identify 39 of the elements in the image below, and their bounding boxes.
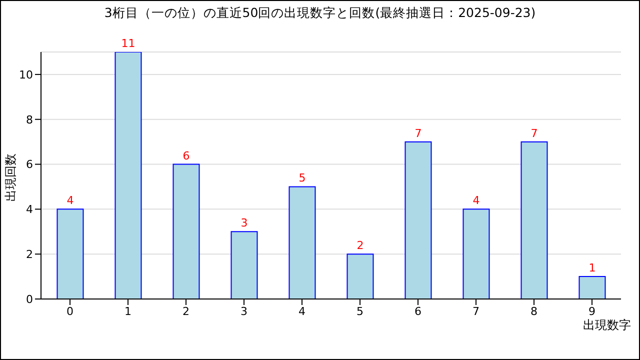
y-tick-label: 4 bbox=[26, 203, 33, 216]
x-tick-label: 0 bbox=[66, 304, 74, 318]
x-tick-label: 8 bbox=[530, 304, 538, 318]
y-tick-label: 10 bbox=[19, 68, 33, 82]
bar bbox=[230, 231, 258, 299]
bar bbox=[56, 208, 84, 299]
bar bbox=[520, 141, 548, 299]
bar bbox=[172, 164, 200, 299]
data-label: 11 bbox=[121, 37, 136, 50]
data-label: 6 bbox=[182, 149, 190, 162]
y-tick-label: 8 bbox=[26, 113, 33, 126]
x-tick-label: 1 bbox=[124, 304, 132, 318]
data-label: 4 bbox=[66, 194, 74, 208]
data-label: 7 bbox=[530, 126, 538, 140]
y-tick-label: 2 bbox=[26, 248, 33, 261]
bar bbox=[404, 141, 432, 299]
x-tick-label: 7 bbox=[472, 304, 480, 318]
bar bbox=[578, 276, 606, 299]
y-tick-label: 6 bbox=[26, 158, 33, 172]
data-label: 3 bbox=[240, 216, 248, 230]
y-tick-label: 0 bbox=[26, 292, 33, 306]
y-axis-title: 出現回数 bbox=[2, 152, 18, 204]
bar bbox=[288, 186, 316, 299]
bar bbox=[114, 52, 142, 299]
x-tick-label: 5 bbox=[356, 304, 364, 318]
chart-title: 3桁目（一の位）の直近50回の出現数字と回数(最終抽選日：2025-09-23) bbox=[103, 5, 537, 22]
bar bbox=[462, 208, 490, 299]
data-label: 7 bbox=[414, 126, 422, 140]
bar bbox=[346, 254, 374, 299]
x-tick-label: 9 bbox=[588, 304, 596, 318]
data-label: 1 bbox=[588, 262, 596, 275]
x-tick-label: 3 bbox=[240, 304, 248, 318]
data-label: 5 bbox=[298, 172, 306, 185]
x-tick-label: 2 bbox=[182, 304, 190, 318]
data-label: 2 bbox=[356, 239, 364, 252]
x-axis-title: 出現数字 bbox=[583, 317, 631, 334]
data-label: 4 bbox=[472, 194, 480, 208]
x-tick-label: 6 bbox=[414, 304, 422, 318]
x-tick-label: 4 bbox=[298, 304, 306, 318]
